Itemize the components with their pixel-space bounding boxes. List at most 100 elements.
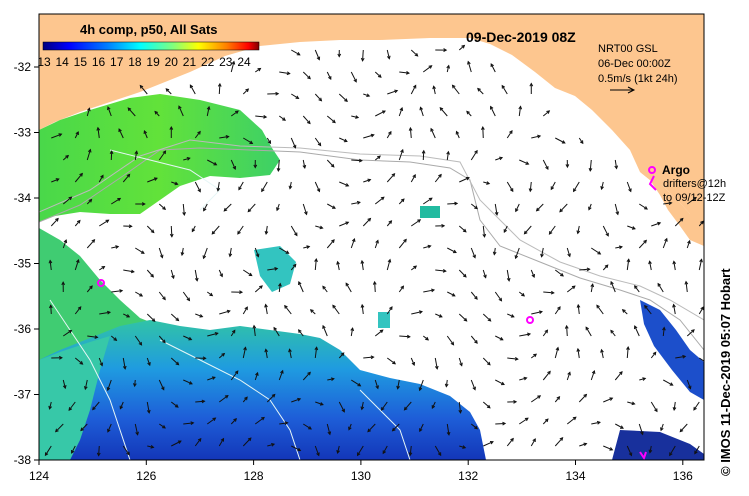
current-vector — [627, 225, 636, 230]
current-vector — [279, 247, 289, 254]
current-vector-head — [672, 303, 676, 308]
current-vector — [566, 416, 577, 425]
x-tick-label: 124 — [29, 469, 49, 483]
current-vector-head — [221, 352, 226, 357]
current-vector — [267, 443, 275, 447]
current-vector-head — [255, 371, 259, 376]
current-vector — [134, 335, 142, 346]
current-vector-head — [139, 84, 144, 89]
current-vector — [422, 197, 433, 205]
y-tick-label: -37 — [14, 388, 32, 402]
current-vector-head — [209, 292, 214, 297]
current-vector-head — [561, 140, 566, 144]
current-vector — [458, 313, 467, 322]
current-vector-head — [92, 406, 96, 411]
current-vector-head — [147, 362, 151, 367]
current-vector-head — [211, 376, 216, 380]
current-vector — [326, 423, 331, 435]
current-vector — [494, 291, 502, 302]
current-vector-head — [474, 296, 478, 300]
current-vector-head — [213, 162, 218, 166]
current-vector-head — [126, 451, 130, 456]
current-vector-head — [202, 255, 207, 260]
current-vector — [638, 240, 647, 249]
current-vector — [171, 440, 182, 447]
argo-legend-marker — [648, 166, 656, 174]
current-vector — [290, 264, 297, 271]
current-vector-head — [345, 183, 350, 187]
current-vector-head — [226, 309, 231, 314]
current-vector-head — [621, 309, 626, 313]
current-vector — [278, 283, 281, 293]
current-vector-head — [360, 259, 365, 264]
current-vector — [386, 131, 392, 139]
current-vector — [158, 423, 166, 429]
current-vector-head — [400, 285, 405, 290]
current-vector-head — [80, 427, 84, 432]
current-vector-head — [83, 386, 88, 391]
current-vector-head — [462, 445, 467, 449]
current-vector — [314, 347, 318, 359]
current-vector — [123, 313, 130, 318]
current-vector-head — [175, 361, 180, 366]
current-vector-head — [153, 177, 158, 181]
current-vector — [470, 335, 478, 344]
current-vector-head — [296, 52, 301, 56]
current-vector-head — [314, 258, 318, 263]
current-vector — [638, 423, 644, 435]
current-vector-head — [71, 449, 75, 454]
current-vector-head — [238, 186, 242, 191]
current-vector-head — [591, 370, 596, 375]
current-vector-head — [709, 385, 712, 388]
current-vector-head — [444, 383, 449, 388]
current-vector — [420, 107, 424, 117]
current-vector-head — [107, 428, 111, 433]
current-vector-head — [206, 105, 211, 110]
current-vector-head — [127, 107, 132, 112]
current-vector-head — [307, 75, 311, 80]
current-vector — [410, 49, 418, 57]
current-vector-head — [319, 402, 324, 406]
current-vector-head — [441, 223, 446, 228]
current-vector-head — [68, 407, 73, 411]
current-vector — [693, 401, 700, 411]
current-vector — [146, 401, 150, 413]
current-vector-head — [162, 339, 166, 344]
current-vector — [350, 71, 357, 83]
current-vector — [430, 128, 436, 139]
current-vector — [477, 88, 484, 95]
current-vector-head — [442, 268, 447, 273]
current-vector — [622, 309, 628, 315]
current-vector-head — [175, 317, 180, 322]
current-vector-head — [712, 286, 715, 289]
current-vector-head — [298, 281, 302, 286]
current-vector-head — [585, 326, 589, 331]
current-vector — [419, 379, 424, 391]
current-vector — [626, 347, 629, 359]
current-vector-head — [233, 418, 237, 422]
current-vector-head — [244, 306, 248, 311]
current-vector-head — [115, 245, 120, 249]
current-vector-head — [357, 382, 362, 387]
current-vector-head — [284, 304, 288, 309]
current-vector — [506, 130, 513, 139]
colorbar-tick-label: 17 — [110, 55, 124, 69]
current-vector — [423, 289, 435, 293]
current-vector-head — [392, 360, 397, 365]
current-vector — [614, 371, 623, 381]
current-vector-head — [548, 230, 553, 235]
current-vector-head — [437, 452, 442, 457]
colorbar-tick-label: 14 — [56, 55, 70, 69]
x-tick-label: 126 — [136, 469, 156, 483]
current-vector — [470, 291, 478, 300]
current-vector-head — [514, 356, 519, 361]
current-vector — [98, 266, 105, 271]
colorbar-tick-label: 19 — [146, 55, 160, 69]
current-vector-head — [154, 110, 159, 115]
current-vector-head — [377, 74, 382, 78]
current-vector-head — [691, 329, 695, 333]
current-vector-head — [330, 163, 335, 168]
current-vector-head — [360, 406, 365, 411]
x-tick-label: 136 — [673, 469, 693, 483]
current-vector — [99, 311, 111, 315]
